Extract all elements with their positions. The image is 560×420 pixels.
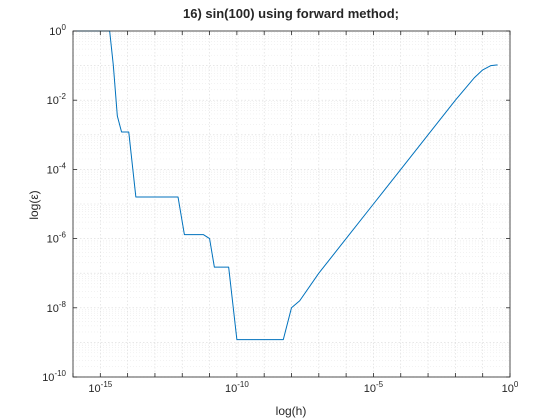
minor-grid	[73, 32, 510, 367]
y-tick-exponent: -8	[59, 300, 67, 309]
x-tick-exponent: -5	[376, 380, 384, 389]
x-axis-label: log(h)	[276, 404, 307, 418]
y-tick-base: 10	[47, 303, 59, 315]
y-tick-label: 10-10	[42, 369, 66, 384]
y-tick-label: 10-4	[47, 161, 67, 176]
y-tick-exponent: -6	[59, 231, 67, 240]
x-tick-label: 10-10	[225, 380, 249, 395]
x-tick-labels: 10-15 10-10 10-5 100	[88, 380, 518, 395]
y-tick-exponent: -4	[59, 161, 67, 170]
x-tick-base: 10	[225, 383, 237, 395]
x-tick-base: 10	[364, 383, 376, 395]
major-grid	[72, 30, 511, 378]
y-tick-exponent: 0	[62, 23, 67, 32]
x-tick-label: 100	[502, 380, 519, 395]
y-tick-exponent: -10	[54, 369, 66, 378]
y-tick-base: 10	[47, 95, 59, 107]
y-tick-label: 10-8	[47, 300, 67, 315]
y-tick-label: 10-2	[47, 92, 67, 107]
y-axis-label: log(ε)	[27, 190, 41, 219]
chart-title: 16) sin(100) using forward method;	[183, 6, 399, 21]
y-tick-base: 10	[47, 164, 59, 176]
y-tick-label: 10-6	[47, 231, 67, 246]
x-tick-base: 10	[502, 383, 514, 395]
y-tick-label: 100	[49, 23, 66, 38]
x-tick-exponent: -15	[101, 380, 113, 389]
axis-ticks	[72, 30, 511, 378]
x-tick-exponent: 0	[514, 380, 519, 389]
y-tick-exponent: -2	[59, 92, 67, 101]
y-tick-base: 10	[42, 372, 54, 384]
y-tick-base: 10	[47, 234, 59, 246]
x-tick-label: 10-15	[88, 380, 112, 395]
x-tick-exponent: -10	[237, 380, 249, 389]
y-tick-base: 10	[49, 26, 61, 38]
x-tick-base: 10	[88, 383, 100, 395]
x-tick-label: 10-5	[364, 380, 384, 395]
